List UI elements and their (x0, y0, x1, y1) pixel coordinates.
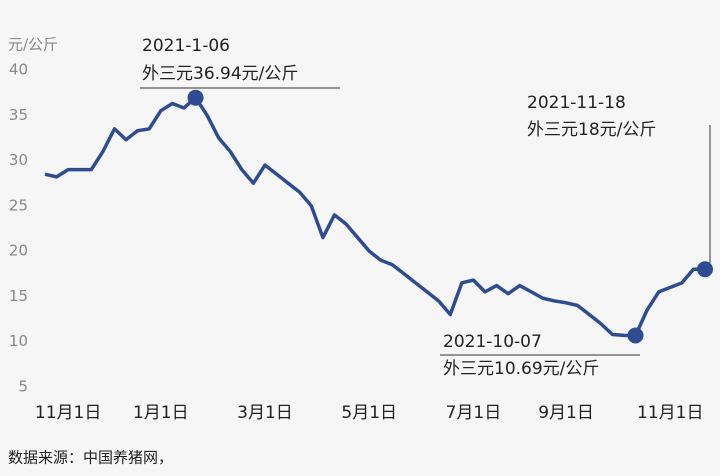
annotation-point (697, 261, 713, 278)
x-tick-label: 3月1日 (237, 403, 293, 423)
line (44, 95, 705, 338)
annotation-text: 外三元18元/公斤 (527, 120, 656, 140)
annotation-date: 2021-1-06 (142, 36, 230, 56)
x-tick-label: 9月1日 (538, 403, 594, 423)
y-tick-label: 10 (9, 332, 28, 350)
y-tick-label: 5 (18, 378, 28, 396)
source: 数据来源：中国养猪网， (8, 449, 173, 467)
annotation-point (187, 89, 204, 106)
annotation-date: 2021-10-07 (443, 332, 542, 352)
x-tick-label: 11月1日 (637, 403, 703, 423)
annotation-text: 外三元36.94元/公斤 (142, 64, 298, 84)
x-tick-label: 1月1日 (133, 403, 189, 423)
y-tick-label: 30 (9, 151, 28, 169)
y-tick-label: 40 (9, 61, 28, 79)
y-tick-label: 15 (9, 287, 28, 305)
y-tick-label: 20 (9, 242, 28, 260)
x-tick-label: 7月1日 (446, 403, 502, 423)
y-tick-label: 35 (9, 106, 28, 124)
x-tick-label: 5月1日 (341, 403, 397, 423)
y-axis-label: 元/公斤 (8, 36, 58, 54)
x-tick-label: 11月1日 (35, 403, 101, 423)
annotation-date: 2021-11-18 (527, 93, 626, 113)
y-tick-label: 25 (9, 196, 28, 214)
annotation-text: 外三元10.69元/公斤 (443, 359, 599, 379)
annotation-point (627, 327, 644, 344)
